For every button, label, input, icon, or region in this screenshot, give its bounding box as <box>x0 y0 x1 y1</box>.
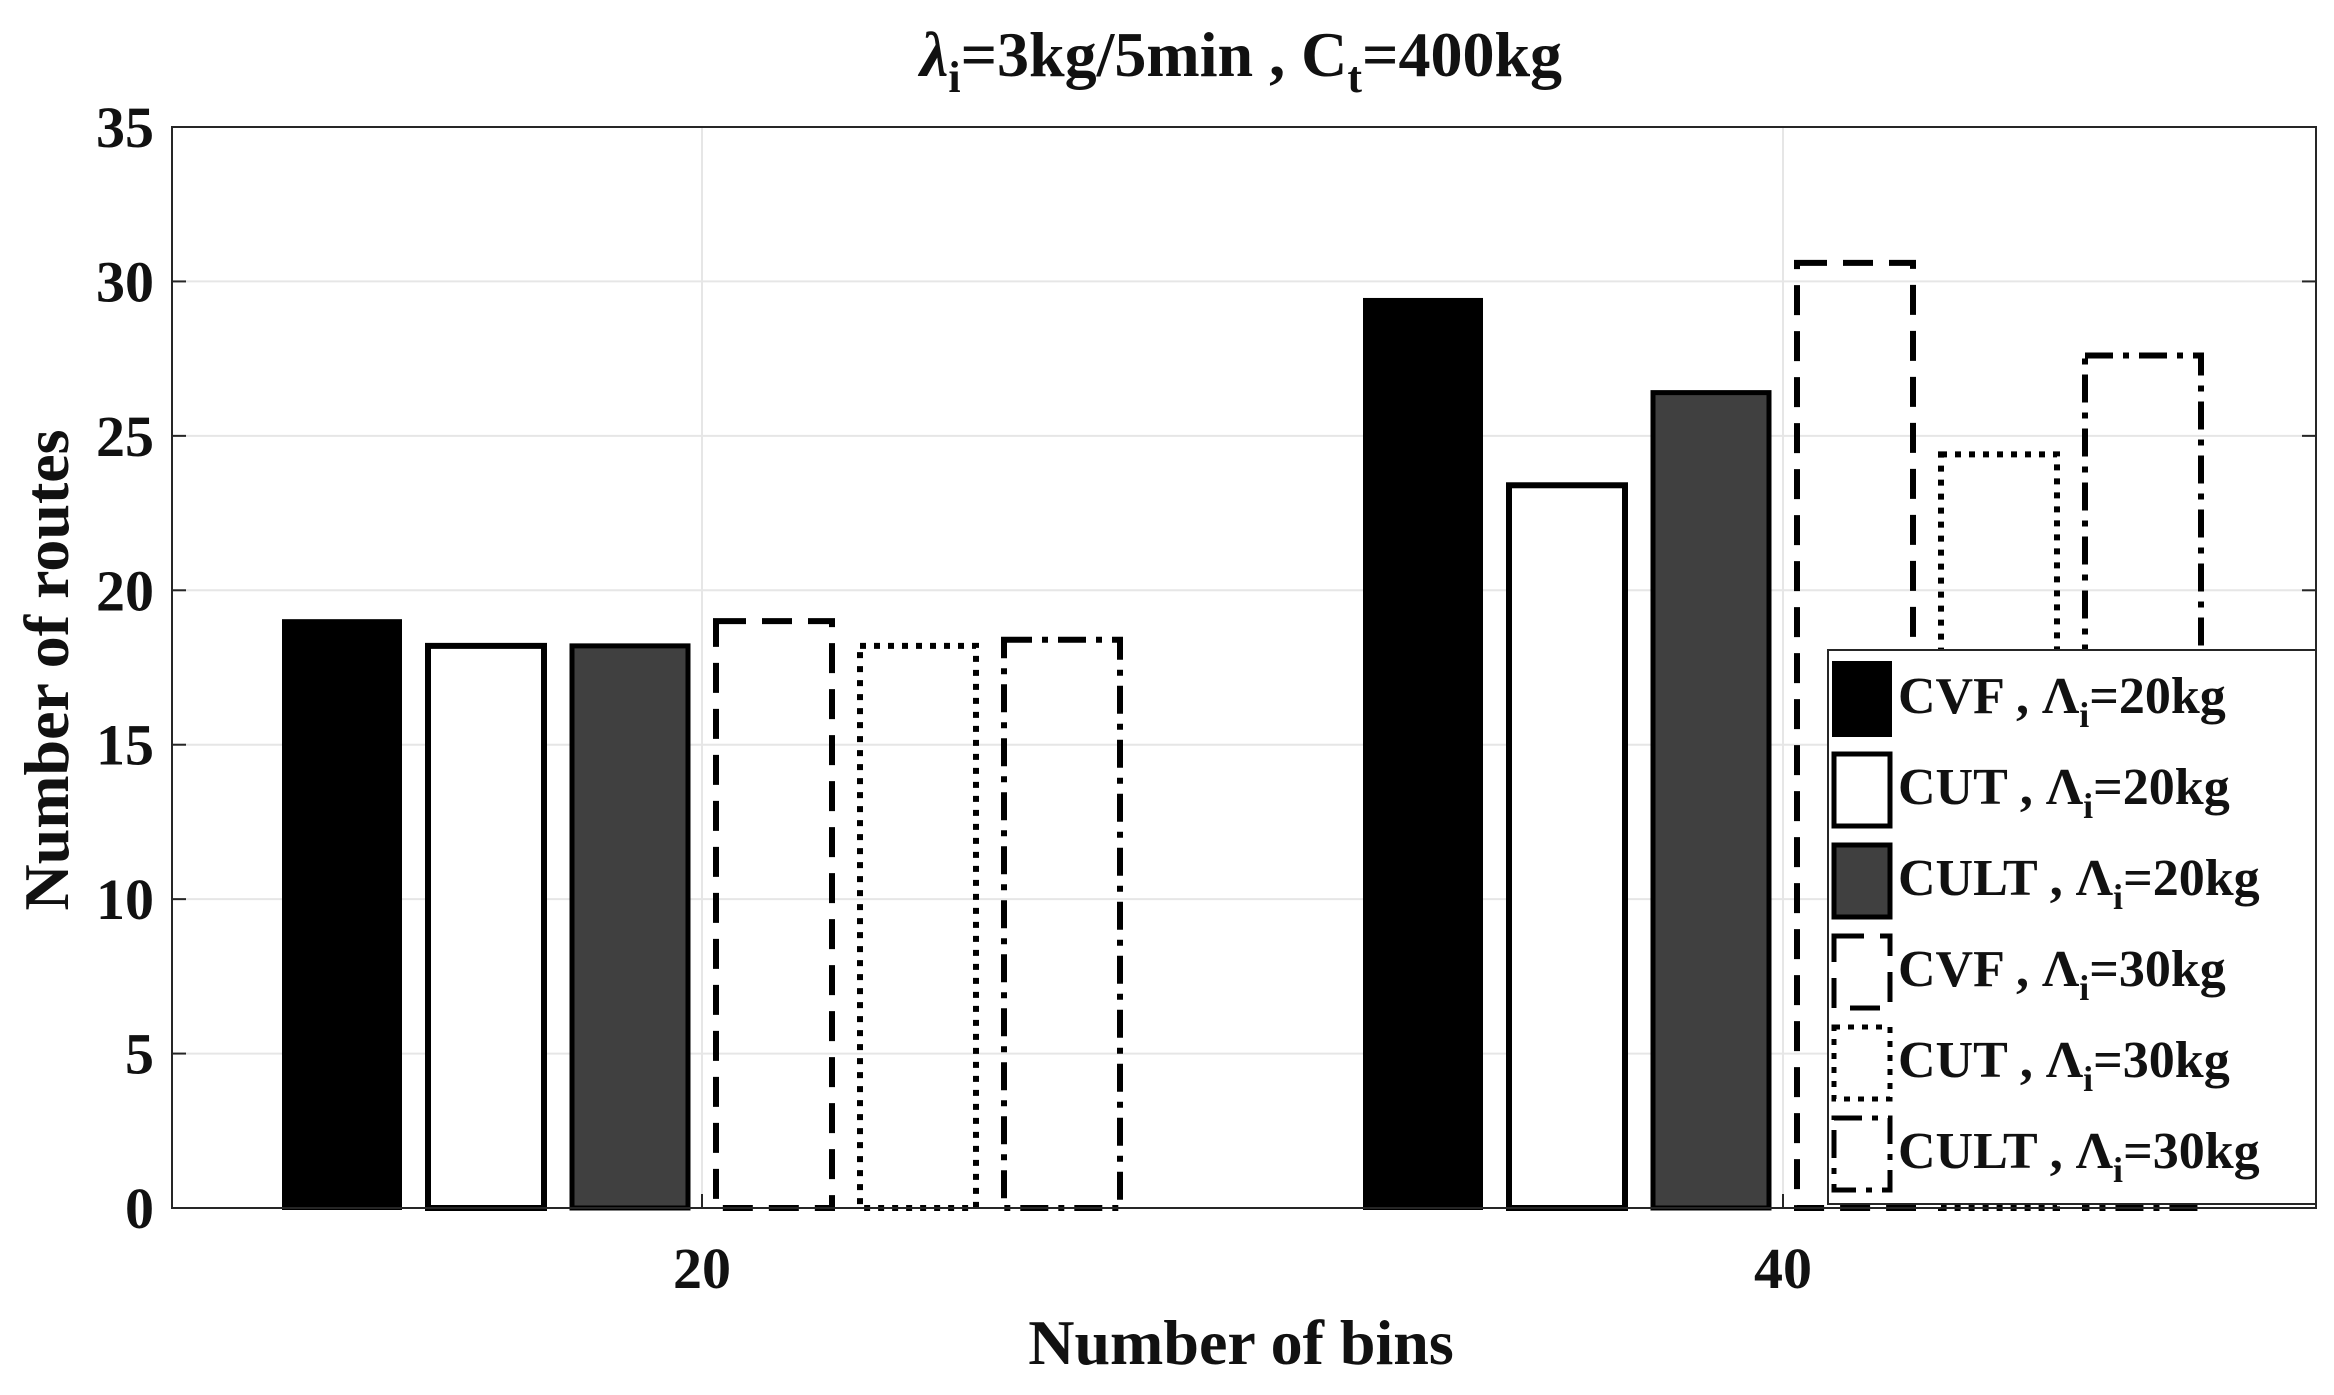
bar-solid-black-20 <box>282 619 402 1210</box>
legend-swatch-solid-black <box>1832 661 1892 737</box>
y-tick-label: 35 <box>96 95 154 160</box>
title-sub-i: i <box>948 53 960 102</box>
legend-swatch-dotted <box>1831 1024 1893 1102</box>
legend-entry-label: CULT , Λi=20kg <box>1898 850 2260 917</box>
y-tick-label: 25 <box>96 404 154 469</box>
legend-swatch-white <box>1831 751 1893 829</box>
legend-entry-label: CULT , Λi=30kg <box>1898 1123 2260 1190</box>
bar-solid-black-40 <box>1363 297 1483 1210</box>
legend-entry-label: CVF , Λi=30kg <box>1898 941 2226 1008</box>
bar-solid-gray-20 <box>569 643 691 1211</box>
y-axis-ticks: 0 5 10 15 20 25 30 35 <box>96 95 2316 1241</box>
legend-entry-label: CUT , Λi=20kg <box>1898 759 2230 826</box>
bars <box>282 259 2204 1212</box>
y-tick-label: 15 <box>96 713 154 778</box>
legend-swatch-solid-gray <box>1831 842 1893 920</box>
y-tick-label: 5 <box>125 1022 154 1087</box>
x-tick-label: 40 <box>1754 1236 1812 1301</box>
x-axis-ticks: 20 40 <box>673 1194 1812 1301</box>
bar-white-20 <box>425 642 547 1211</box>
y-tick-label: 20 <box>96 558 154 623</box>
y-axis-label: Number of routes <box>11 429 82 910</box>
legend-swatch-dashdot <box>1831 1115 1893 1193</box>
legend-swatch-dashed <box>1831 933 1893 1011</box>
y-tick-label: 0 <box>125 1176 154 1241</box>
legend-entry-label: CVF , Λi=20kg <box>1898 668 2226 735</box>
x-axis-label: Number of bins <box>1028 1307 1454 1378</box>
legend-box <box>1827 649 2317 1205</box>
title-mid: =3kg/5min , C <box>961 19 1348 90</box>
bar-white-40 <box>1506 482 1628 1211</box>
title-lambda: λ <box>917 19 948 90</box>
y-tick-label: 10 <box>96 867 154 932</box>
legend: CVF , Λi=20kg CUT , Λi=20kg CULT , Λi=20kg… <box>1827 649 2317 1205</box>
bar-solid-gray-40 <box>1650 390 1772 1211</box>
bar-dotted-20 <box>857 642 979 1211</box>
chart-title: λi=3kg/5min , Ct=400kg <box>917 19 1562 102</box>
title-tail: =400kg <box>1362 19 1562 90</box>
title-sub-t: t <box>1347 53 1362 102</box>
y-tick-label: 30 <box>96 249 154 314</box>
legend-entry-label: CUT , Λi=30kg <box>1898 1032 2230 1099</box>
x-tick-label: 20 <box>673 1236 731 1301</box>
